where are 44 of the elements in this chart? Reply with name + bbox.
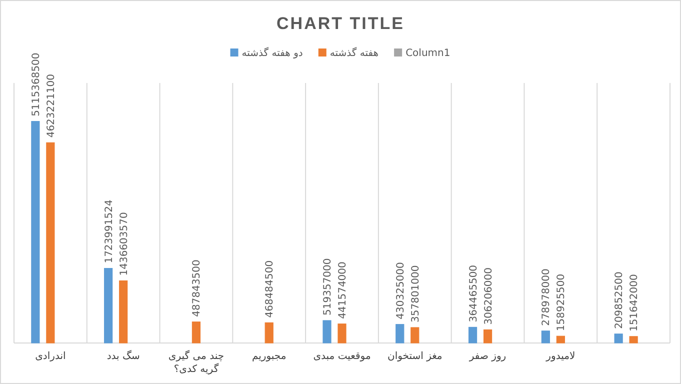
bar: [629, 336, 638, 344]
data-label: 519357000: [322, 258, 334, 316]
legend-label: هفته گذشته: [330, 47, 379, 59]
data-label: 430325000: [395, 262, 406, 320]
x-tick-label: مغز استخوان: [387, 351, 442, 362]
bar: [322, 320, 332, 344]
data-label: 1723991524: [104, 200, 115, 264]
bar: [614, 334, 623, 344]
data-label: 468484500: [264, 260, 276, 318]
bar: [338, 324, 346, 344]
data-label: 1436603570: [118, 212, 130, 276]
bar: [119, 280, 128, 344]
data-label: 357801000: [410, 265, 422, 322]
data-label: 5115368500: [30, 52, 42, 116]
x-tick-label: اندرادی: [35, 351, 66, 362]
data-label: 151642000: [629, 274, 640, 332]
data-label: 4623221100: [46, 74, 57, 138]
bar: [104, 268, 113, 344]
x-tick-label: مجبوریم: [252, 351, 286, 362]
bar: [46, 142, 55, 344]
bar: [396, 324, 404, 344]
bar: [483, 329, 492, 344]
x-tick-label: روز صفر: [468, 351, 506, 362]
bar: [410, 327, 420, 344]
legend-label: دو هفته گذشته: [242, 47, 303, 59]
bar: [31, 121, 40, 344]
x-tick-label: سگ بدد: [106, 350, 140, 362]
data-label: 306206000: [483, 267, 494, 325]
bar: [192, 322, 201, 344]
bar: [556, 336, 565, 344]
x-tick-label: چند می گیری گریه کدی؟: [168, 350, 224, 375]
bar: [264, 322, 274, 344]
data-label: 209852500: [614, 272, 626, 329]
data-label: 487843500: [192, 260, 203, 317]
x-tick-label: لامیدور: [545, 351, 576, 362]
x-tick-label: موقعیت مبدی: [313, 351, 371, 362]
legend-label: Column1: [406, 48, 450, 59]
data-label: 364465500: [468, 264, 480, 322]
chart-title: CHART TITLE: [276, 14, 404, 33]
data-label: 278978000: [541, 268, 552, 326]
data-label: 158925500: [556, 274, 568, 332]
bar: [468, 326, 478, 344]
bar: [541, 330, 550, 344]
data-label: 441574000: [338, 262, 348, 319]
